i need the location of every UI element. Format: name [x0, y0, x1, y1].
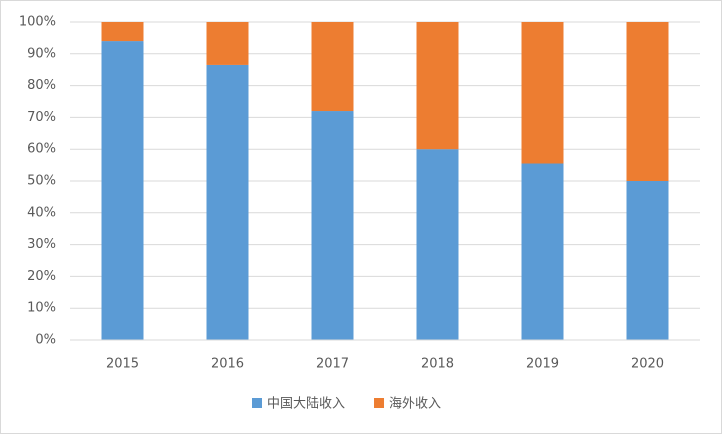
x-tick-label: 2019 [526, 357, 559, 372]
y-tick-label: 20% [27, 269, 56, 284]
y-tick-label: 30% [27, 237, 56, 252]
legend-swatch [374, 398, 385, 408]
y-tick-label: 0% [35, 333, 56, 348]
bar-segment [521, 163, 564, 340]
legend-label: 中国大陆收入 [267, 396, 345, 412]
bar-segment [521, 22, 564, 164]
bar-segment [101, 41, 144, 340]
legend-label: 海外收入 [389, 397, 441, 412]
bar-segment [311, 22, 354, 112]
y-tick-label: 10% [27, 301, 56, 316]
bar-segment [206, 22, 249, 65]
bar-segment [626, 181, 669, 340]
bar-segment [416, 22, 459, 150]
legend-swatch [252, 398, 262, 408]
y-tick-label: 40% [27, 205, 56, 220]
y-tick-label: 70% [27, 110, 56, 125]
y-tick-label: 80% [27, 78, 56, 93]
x-tick-label: 2017 [316, 357, 349, 372]
y-tick-label: 100% [19, 15, 56, 30]
y-tick-label: 90% [27, 46, 56, 61]
bar-segment [206, 64, 249, 341]
x-tick-label: 2018 [421, 357, 454, 372]
bar-segment [311, 111, 354, 340]
bar-segment [416, 149, 459, 340]
y-tick-label: 60% [27, 142, 56, 157]
x-tick-label: 2016 [211, 357, 244, 372]
x-tick-label: 2015 [106, 357, 139, 372]
bar-segment [626, 22, 669, 181]
bar-segment [101, 22, 144, 42]
x-tick-label: 2020 [631, 357, 664, 372]
y-tick-label: 50% [27, 174, 56, 189]
